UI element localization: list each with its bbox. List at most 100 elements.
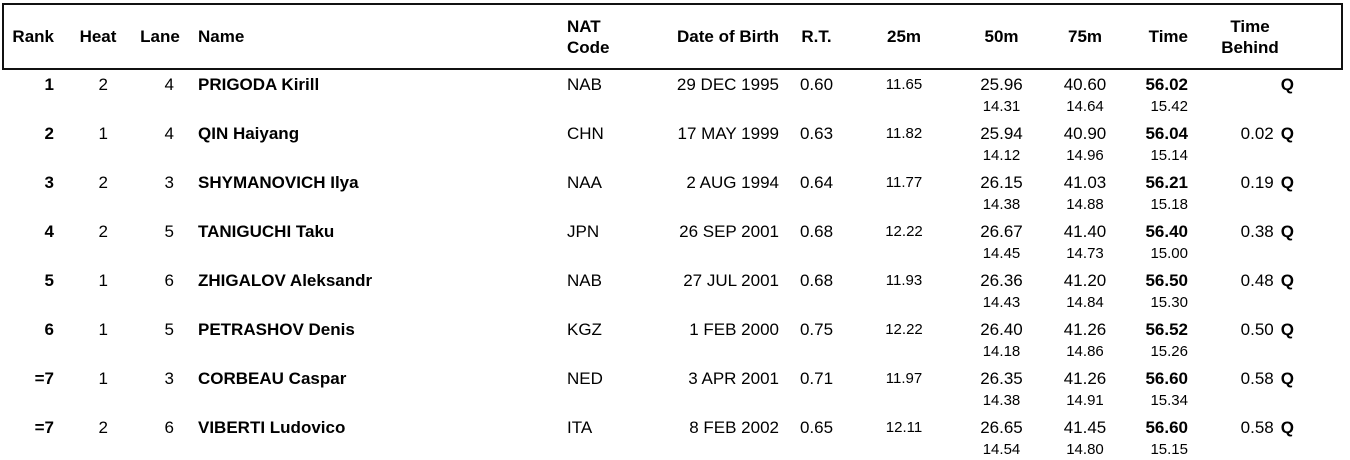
reaction-time-cell: 0.64 (799, 173, 834, 192)
final-time-cell: 56.21 15.18 (1126, 171, 1196, 217)
header-nat-code: NAT Code (567, 16, 610, 57)
header-date-of-birth: Date of Birth (677, 26, 779, 46)
qualified-mark: Q (1280, 124, 1294, 143)
heat-cell: 1 (98, 271, 108, 290)
time-50m-cell: 25.94 14.12 (959, 122, 1044, 168)
rank-cell: 3 (44, 173, 54, 192)
rank-cell: 6 (44, 320, 54, 339)
lane-cell: 4 (164, 124, 174, 143)
cumulative-75m: 40.60 (1063, 75, 1107, 94)
heat-cell: 2 (98, 418, 108, 437)
table-row: 6 1 5 PETRASHOV Denis KGZ 1 FEB 2000 0.7… (4, 315, 1341, 364)
swimmer-name-cell: VIBERTI Ludovico (198, 418, 346, 437)
final-time: 56.60 (1145, 418, 1188, 437)
split-25m-cell: 11.77 (885, 174, 923, 191)
split-75m: 14.91 (1066, 392, 1104, 409)
reaction-time-cell: 0.75 (799, 320, 834, 339)
birth-date-cell: 8 FEB 2002 (689, 418, 779, 437)
cumulative-75m: 41.26 (1063, 369, 1107, 388)
lane-cell: 6 (164, 271, 174, 290)
lane-cell: 3 (164, 173, 174, 192)
table-row: =7 1 3 CORBEAU Caspar NED 3 APR 2001 0.7… (4, 364, 1341, 413)
split-75m: 14.80 (1066, 441, 1104, 458)
swimmer-name-cell: QIN Haiyang (198, 124, 300, 143)
rank-cell: 5 (44, 271, 54, 290)
split-50m: 14.54 (982, 441, 1021, 458)
cumulative-75m: 41.26 (1063, 320, 1107, 339)
time-50m-cell: 25.96 14.31 (959, 73, 1044, 119)
cumulative-75m: 41.20 (1063, 271, 1107, 290)
rank-cell: 2 (44, 124, 54, 143)
split-50m: 14.45 (982, 245, 1021, 262)
cumulative-50m: 25.94 (980, 124, 1023, 143)
qualified-mark: Q (1280, 369, 1294, 388)
qualified-mark: Q (1280, 418, 1294, 437)
reaction-time-cell: 0.60 (799, 75, 834, 94)
split-last-25m: 15.30 (1150, 294, 1188, 311)
header-25m: 25m (886, 26, 922, 46)
split-last-25m: 15.42 (1150, 98, 1188, 115)
cumulative-50m: 26.40 (980, 320, 1023, 339)
time-behind-cell: 0.58 Q (1196, 416, 1304, 460)
split-last-25m: 15.00 (1150, 245, 1188, 262)
final-time: 56.52 (1145, 320, 1188, 339)
time-50m-cell: 26.36 14.43 (959, 269, 1044, 315)
swimmer-name-cell: PETRASHOV Denis (198, 320, 355, 339)
split-50m: 14.12 (982, 147, 1021, 164)
time-50m-cell: 26.15 14.38 (959, 171, 1044, 217)
split-last-25m: 15.34 (1150, 392, 1188, 409)
final-time-cell: 56.50 15.30 (1126, 269, 1196, 315)
birth-date-cell: 27 JUL 2001 (683, 271, 779, 290)
birth-date-cell: 2 AUG 1994 (686, 173, 779, 192)
split-25m-cell: 11.97 (885, 370, 923, 387)
results-body: 1 2 4 PRIGODA Kirill NAB 29 DEC 1995 0.6… (4, 70, 1341, 460)
split-last-25m: 15.15 (1150, 441, 1188, 458)
final-time-cell: 56.04 15.14 (1126, 122, 1196, 168)
split-75m: 14.96 (1066, 147, 1104, 164)
final-time: 56.60 (1145, 369, 1188, 388)
results-header-box: Rank Heat Lane Name NAT Code Date of Bir… (2, 3, 1343, 70)
header-75m: 75m (1067, 26, 1103, 46)
split-75m: 14.88 (1066, 196, 1104, 213)
cumulative-50m: 25.96 (980, 75, 1023, 94)
time-50m-cell: 26.40 14.18 (959, 318, 1044, 364)
final-time-cell: 56.60 15.15 (1126, 416, 1196, 460)
table-row: 3 2 3 SHYMANOVICH Ilya NAA 2 AUG 1994 0.… (4, 168, 1341, 217)
split-75m: 14.64 (1066, 98, 1104, 115)
cumulative-50m: 26.65 (980, 418, 1023, 437)
heat-cell: 2 (98, 75, 108, 94)
time-behind-cell: 0.58 Q (1196, 367, 1304, 413)
time-75m-cell: 41.03 14.88 (1044, 171, 1126, 217)
header-rank: Rank (12, 26, 54, 46)
birth-date-cell: 17 MAY 1999 (677, 124, 779, 143)
time-75m-cell: 41.26 14.91 (1044, 367, 1126, 413)
table-row: 4 2 5 TANIGUCHI Taku JPN 26 SEP 2001 0.6… (4, 217, 1341, 266)
split-last-25m: 15.26 (1150, 343, 1188, 360)
swimmer-name-cell: CORBEAU Caspar (198, 369, 347, 388)
reaction-time-cell: 0.68 (799, 271, 834, 290)
cumulative-75m: 41.40 (1063, 222, 1107, 241)
header-time-behind: Time Behind (1221, 16, 1279, 57)
heat-cell: 1 (98, 369, 108, 388)
final-time-cell: 56.02 15.42 (1126, 73, 1196, 119)
rank-cell: =7 (34, 418, 54, 437)
nat-code-cell: NAB (567, 75, 602, 94)
cumulative-50m: 26.35 (980, 369, 1023, 388)
header-heat: Heat (79, 26, 117, 46)
lane-cell: 5 (164, 320, 174, 339)
final-time: 56.50 (1145, 271, 1188, 290)
qualified-mark: Q (1280, 271, 1294, 290)
reaction-time-cell: 0.63 (799, 124, 834, 143)
header-name: Name (198, 26, 245, 46)
birth-date-cell: 26 SEP 2001 (679, 222, 779, 241)
nat-code-cell: CHN (567, 124, 604, 143)
time-behind-value: 0.38 (1240, 222, 1274, 241)
qualified-mark: Q (1280, 222, 1294, 241)
header-reaction-time: R.T. (801, 26, 832, 46)
rank-cell: =7 (34, 369, 54, 388)
birth-date-cell: 29 DEC 1995 (676, 75, 779, 94)
time-75m-cell: 41.26 14.86 (1044, 318, 1126, 364)
heat-cell: 2 (98, 173, 108, 192)
heat-cell: 2 (98, 222, 108, 241)
time-50m-cell: 26.65 14.54 (959, 416, 1044, 460)
